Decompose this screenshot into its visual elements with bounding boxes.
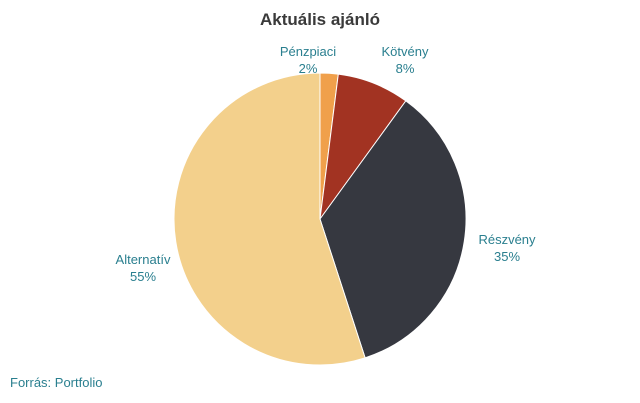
slice-label-1: Pénzpiaci 2% <box>248 43 368 77</box>
slice-value-3: 35% <box>493 249 521 264</box>
source-note: Forrás: Portfolio <box>10 375 103 390</box>
pie-slice-3 <box>319 100 467 359</box>
slice-label-3: Részvény 35% <box>447 231 567 265</box>
slice-label-2: Kötvény 8% <box>345 43 465 77</box>
slice-value-2: 8% <box>395 61 415 76</box>
slice-value-4: 55% <box>129 269 157 284</box>
slice-value-1: 2% <box>298 61 318 76</box>
chart-title: Aktuális ajánló <box>260 10 380 29</box>
slice-name-2: Kötvény <box>381 44 429 59</box>
slice-name-4: Alternatív <box>115 252 171 267</box>
slice-name-1: Pénzpiaci <box>279 44 337 59</box>
pie-slice-4 <box>173 72 366 366</box>
slice-label-4: Alternatív 55% <box>83 251 203 285</box>
slice-name-3: Részvény <box>478 232 536 247</box>
